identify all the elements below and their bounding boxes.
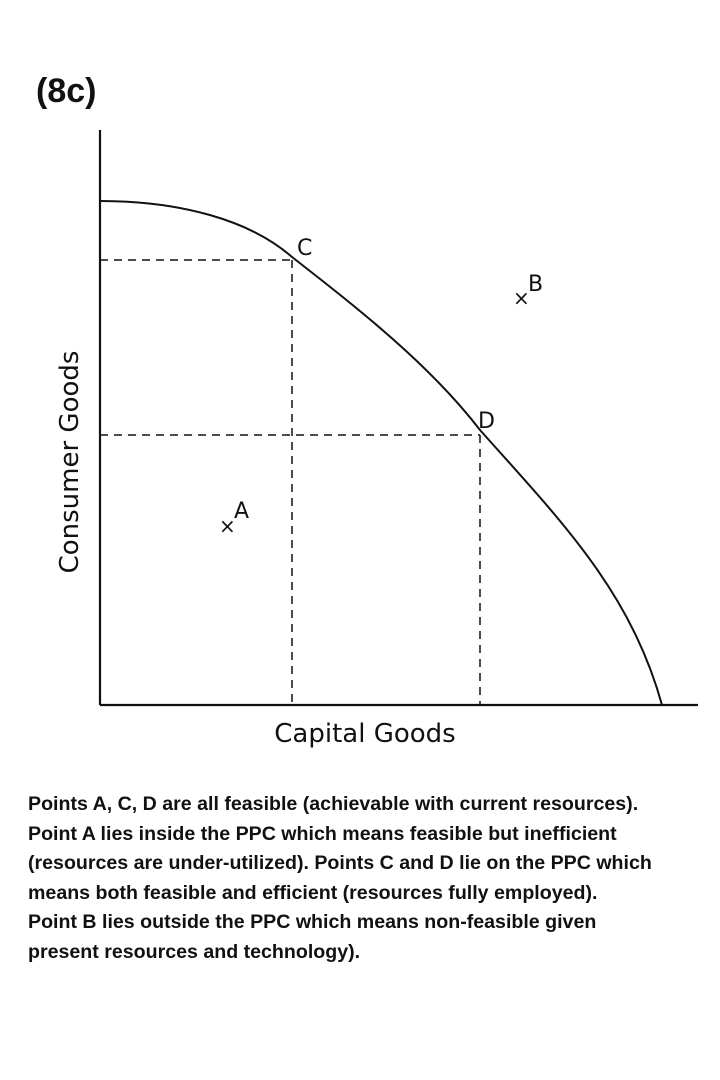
explanation-line: present resources and technology). xyxy=(28,940,361,963)
figure-label: (8c) xyxy=(36,72,97,110)
point-a-marker: × xyxy=(219,514,236,538)
point-a-label: A xyxy=(234,499,249,524)
x-axis-label: Capital Goods xyxy=(274,719,455,749)
explanation-text: Points A, C, D are all feasible (achieva… xyxy=(28,790,720,967)
explanation-line: Points A, C, D are all feasible (achieva… xyxy=(28,793,639,815)
explanation-line: means both feasible and efficient (resou… xyxy=(28,881,598,904)
point-b-marker: × xyxy=(513,286,530,310)
point-c-label: C xyxy=(297,236,312,261)
explanation-line: Point A lies inside the PPC which means … xyxy=(28,822,617,845)
point-d-label: D xyxy=(478,409,495,434)
y-axis-label: Consumer Goods xyxy=(55,351,85,574)
explanation-line: Point B lies outside the PPC which means… xyxy=(28,911,597,933)
ppc-diagram: × A × B C D Capital Goods Consumer Goods xyxy=(55,130,698,749)
point-b-label: B xyxy=(528,272,543,297)
explanation-line: (resources are under-utilized). Points C… xyxy=(28,852,652,874)
ppc-curve xyxy=(99,200,663,706)
